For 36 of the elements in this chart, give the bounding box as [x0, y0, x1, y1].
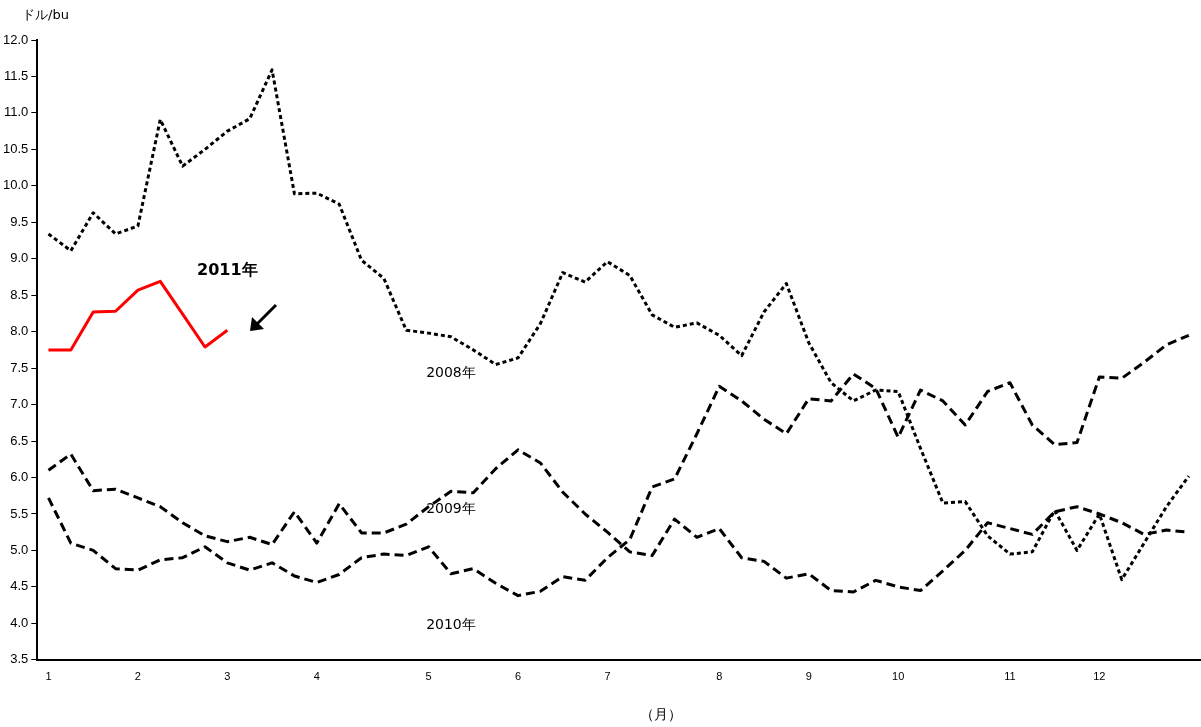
x-tick-label: 8	[716, 670, 723, 683]
y-tick-label: 7.5	[10, 359, 29, 375]
y-tick-label: 9.5	[10, 213, 29, 229]
y-tick-label: 11.0	[3, 104, 29, 120]
y-tick-label: 11.5	[3, 68, 29, 84]
x-tick-label: 12	[1093, 670, 1106, 683]
y-tick-label: 4.0	[10, 614, 29, 630]
series-label: 2008年	[426, 363, 476, 380]
x-tick-label: 4	[313, 670, 320, 683]
x-tick-label: 11	[1004, 670, 1016, 683]
y-tick-label: 10.5	[2, 140, 29, 156]
y-tick-label: 10.0	[2, 177, 29, 193]
series-label: 2011年	[197, 260, 258, 280]
x-tick-label: 2	[134, 670, 141, 683]
x-tick-label: 9	[805, 670, 812, 683]
x-axis-title: （月）	[640, 706, 682, 724]
y-tick-label: 5.5	[10, 505, 29, 521]
x-tick-label: 1	[45, 670, 52, 683]
y-tick-label: 9.0	[10, 250, 29, 266]
y-tick-label: 5.0	[10, 542, 29, 557]
y-axis-title: ドル/bu	[22, 6, 69, 24]
text: 2010年	[426, 615, 476, 632]
x-tick-label: 6	[514, 670, 522, 683]
y-tick-label: 3.5	[10, 651, 29, 667]
y-tick-label: 7.0	[10, 396, 29, 412]
y-tick-label: 12.0	[2, 31, 29, 47]
y-tick-label: 8.0	[10, 323, 29, 339]
y-tick-label: 6.5	[10, 432, 29, 448]
series-label: 2009年	[426, 500, 476, 517]
x-tick-label: 5	[425, 670, 432, 683]
y-tick-label: 6.0	[10, 469, 29, 485]
x-tick-label: 10	[892, 670, 905, 683]
x-tick-label: 7	[604, 670, 611, 683]
y-tick-label: 8.5	[10, 286, 29, 302]
x-tick-label: 3	[224, 670, 231, 683]
y-tick-label: 4.5	[10, 578, 29, 594]
